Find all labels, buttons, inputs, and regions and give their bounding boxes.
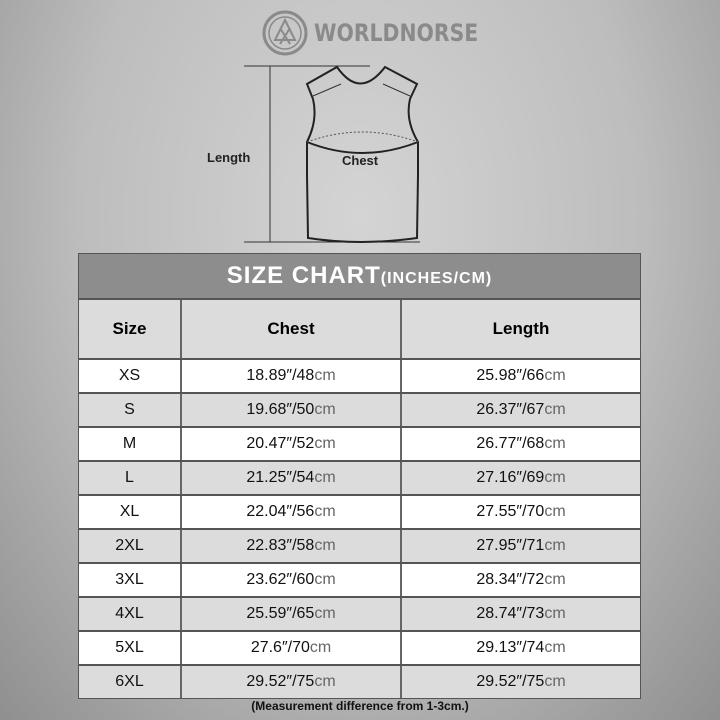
table-row: XS 18.89″/48 cm 25.98″/66 cm [79, 358, 640, 392]
header-size: Size [79, 300, 182, 358]
chest-cell: 22.04″/56 cm [182, 496, 402, 528]
table-row: M 20.47″/52 cm 26.77″/68 cm [79, 426, 640, 460]
tank-top-diagram [244, 65, 420, 243]
title-text: SIZE CHART [226, 262, 381, 289]
length-cell: 27.16″/69 cm [476, 469, 566, 486]
brand-name: WORLDNORSE [314, 19, 479, 47]
size-cell: XS [79, 360, 182, 392]
size-cell: S [79, 394, 182, 426]
table-row: S 19.68″/50 cm 26.37″/67 cm [79, 392, 640, 426]
table-row: 4XL 25.59″/65 cm 28.74″/73 cm [79, 596, 640, 630]
size-cell: 3XL [79, 564, 182, 596]
chest-cell: 22.83″/58 cm [182, 530, 402, 562]
size-chart-title: SIZE CHART(INCHES/CM) [79, 254, 640, 298]
size-cell: M [79, 428, 182, 460]
table-row: 5XL 27.6″/70 cm 29.13″/74 cm [79, 630, 640, 664]
size-cell: 5XL [79, 632, 182, 664]
brand-logo: WORLDNORSE [262, 10, 507, 56]
length-cell: 26.37″/67 cm [476, 401, 566, 418]
chest-cell: 19.68″/50 cm [182, 394, 402, 426]
chest-cell: 29.52″/75 cm [182, 666, 402, 698]
table-row: 2XL 22.83″/58 cm 27.95″/71 cm [79, 528, 640, 562]
chest-label: Chest [342, 153, 379, 168]
measurement-note: (Measurement difference from 1-3cm.) [251, 699, 469, 713]
table-row: 6XL 29.52″/75 cm 29.52″/75 cm [79, 664, 640, 698]
chest-cell: 27.6″/70 cm [182, 632, 402, 664]
length-cell: 27.95″/71 cm [476, 537, 566, 554]
size-cell: 4XL [79, 598, 182, 630]
length-cell: 29.13″/74 cm [476, 639, 566, 656]
chest-cell: 21.25″/54 cm [182, 462, 402, 494]
header-length: Length [492, 319, 550, 338]
length-cell: 27.55″/70 cm [476, 503, 566, 520]
chest-cell: 23.62″/60 cm [182, 564, 402, 596]
header-chest: Chest [182, 300, 402, 358]
title-units: (INCHES/CM) [380, 270, 493, 287]
table-row: L 21.25″/54 cm 27.16″/69 cm [79, 460, 640, 494]
size-cell: XL [79, 496, 182, 528]
header-row: Size Chest Length [79, 298, 640, 358]
size-cell: 2XL [79, 530, 182, 562]
chest-cell: 18.89″/48 cm [182, 360, 402, 392]
length-cell: 28.74″/73 cm [476, 605, 566, 622]
size-cell: 6XL [79, 666, 182, 698]
table-row: XL 22.04″/56 cm 27.55″/70 cm [79, 494, 640, 528]
length-cell: 29.52″/75 cm [476, 673, 566, 690]
table-row: 3XL 23.62″/60 cm 28.34″/72 cm [79, 562, 640, 596]
size-chart-table: SIZE CHART(INCHES/CM) Size Chest Length … [78, 253, 641, 699]
chest-cell: 20.47″/52 cm [182, 428, 402, 460]
chest-cell: 25.59″/65 cm [182, 598, 402, 630]
length-cell: 26.77″/68 cm [476, 435, 566, 452]
size-cell: L [79, 462, 182, 494]
valknut-emblem-icon [262, 10, 308, 56]
length-label: Length [207, 150, 251, 165]
length-cell: 25.98″/66 cm [476, 367, 566, 384]
length-cell: 28.34″/72 cm [476, 571, 566, 588]
